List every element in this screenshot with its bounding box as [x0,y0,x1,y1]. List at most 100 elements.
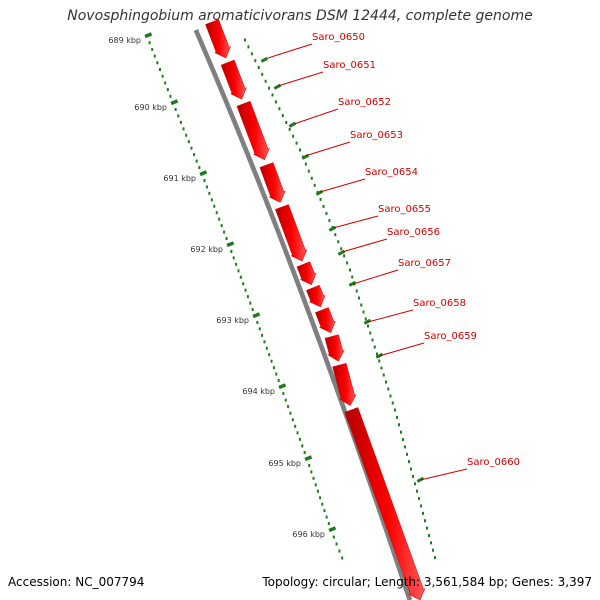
outer-ruler-dot [244,38,246,42]
outer-ruler-dot [426,526,428,530]
outer-ruler-dot [420,504,422,508]
ruler-dot [232,256,235,260]
ruler-layer: 689 kbp 690 kbp 691 kbp 692 kbp 693 kbp 694 k… [108,32,436,560]
gene-label[interactable]: Saro_0654 [365,167,418,178]
gene-arrow[interactable] [220,59,247,100]
gene-leader-line [341,238,388,253]
label-layer: Saro_0650 Saro_0651 Saro_0652 Saro_0653 Saro… [267,32,520,481]
gene-arrow[interactable] [275,204,308,262]
gene-arrow[interactable] [296,261,317,286]
outer-ruler-dot [268,86,271,90]
ruler-dot [308,463,311,467]
outer-ruler-dot [404,445,406,449]
ruler-label: 694 kbp [242,387,275,396]
outer-ruler-dot [387,387,390,391]
outer-ruler-dot [371,338,374,342]
gene-leader-line [367,309,414,323]
ruler-dot [256,320,259,324]
ruler-dot [164,81,167,85]
ruler-dot [225,237,228,241]
outer-ruler-dot [304,162,307,166]
gene-label[interactable]: Saro_0656 [387,227,440,238]
outer-ruler-dot [400,430,402,434]
outer-ruler-dot [367,324,369,328]
outer-ruler-dot [351,275,354,279]
ruler-dot [323,509,326,513]
ruler-tick [252,312,261,319]
outer-ruler-dot [292,134,295,138]
ruler-dot [218,217,221,221]
outer-ruler-dot [406,452,408,456]
gene-arrow[interactable] [306,284,326,308]
ruler-dot [153,54,156,58]
outer-ruler-dot [364,317,367,321]
ruler-dot [208,191,211,195]
ruler-dot [316,489,319,493]
outer-ruler-dot [396,415,398,419]
ruler-dot [303,450,306,454]
outer-ruler-dot [271,93,274,97]
ruler-dot [182,127,185,131]
ruler-dot [287,405,290,409]
gene-arrow[interactable] [315,307,336,334]
gene-label[interactable]: Saro_0650 [312,32,365,43]
gene-arrow[interactable] [344,407,426,600]
outer-ruler-dot [398,423,400,427]
outer-ruler-dot [254,59,257,63]
gene-label[interactable]: Saro_0657 [398,258,451,269]
outer-ruler-tick [363,318,372,325]
outer-ruler-dot [378,359,381,363]
ruler-dot [312,476,315,480]
gene-label[interactable]: Saro_0652 [338,97,391,108]
ruler-dot [327,522,330,526]
outer-ruler-dot [343,254,346,258]
gene-label[interactable]: Saro_0660 [467,457,520,468]
outer-ruler-dot [414,482,416,486]
gene-label[interactable]: Saro_0659 [424,331,477,342]
ruler-dot [195,159,198,163]
ruler-dot [220,224,223,228]
outer-ruler-dot [325,212,328,216]
ruler-dot [187,140,190,144]
ruler-dot [156,61,159,65]
gene-label[interactable]: Saro_0655 [378,204,431,215]
gene-arrow[interactable] [259,162,286,203]
gene-label[interactable]: Saro_0651 [323,60,376,71]
gene-label[interactable]: Saro_0653 [350,130,403,141]
gene-label[interactable]: Saro_0658 [413,298,466,309]
ruler-dot [268,353,271,357]
gene-leader-line [293,108,339,125]
ruler-dot [223,230,226,234]
ruler-dot [289,411,292,415]
ruler-dot [265,346,268,350]
outer-ruler-dot [247,45,250,49]
outer-ruler-dot [337,240,340,244]
gene-leader-line [352,269,399,285]
gene-arrow[interactable] [332,362,357,406]
gene-arrow[interactable] [324,334,345,362]
outer-ruler-dot [285,121,288,124]
outer-ruler-dot [288,127,291,131]
outer-ruler-dot [328,219,331,223]
outer-ruler-tick [315,189,324,196]
outer-ruler-dot [430,541,432,545]
ruler-dot [237,269,240,273]
ruler-label: 690 kbp [134,103,167,112]
outer-ruler-dot [278,107,281,111]
ruler-dot [249,301,252,305]
gene-arrow[interactable] [205,19,232,59]
ruler-dot [258,327,261,331]
outer-ruler-dot [428,533,430,537]
ruler-label: 691 kbp [163,174,196,183]
outer-ruler-dot [382,373,385,377]
gene-leader-line [277,71,324,87]
outer-ruler-dot [416,489,418,493]
gene-layer [205,19,426,600]
outer-ruler-dot [257,66,260,69]
outer-ruler-dot [408,460,410,464]
gene-arrow[interactable] [236,100,270,161]
ruler-label: 692 kbp [190,245,223,254]
outer-ruler-dot [389,394,392,398]
map-title: Novosphingobium aromaticivorans DSM 1244… [67,8,533,24]
